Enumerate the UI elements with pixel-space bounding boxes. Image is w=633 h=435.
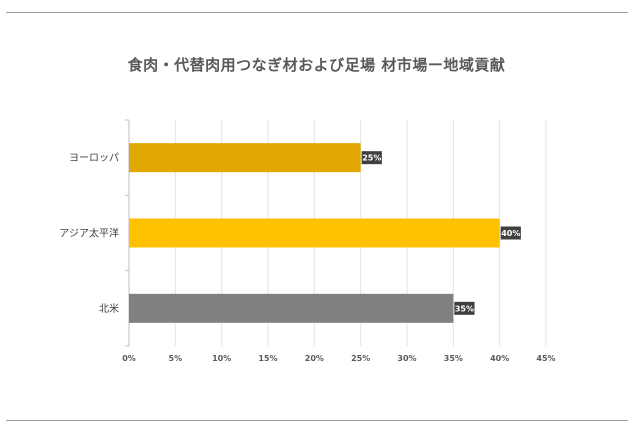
top-divider: [6, 12, 628, 13]
bar-3: [129, 293, 454, 323]
data-label: 25%: [361, 151, 382, 165]
data-label-box: [500, 226, 521, 240]
x-tick-label: 45%: [536, 354, 555, 363]
category-label: 北米: [99, 302, 119, 315]
bar-1: [129, 143, 361, 173]
x-tick-label: 40%: [490, 354, 509, 363]
x-tick-label: 15%: [258, 354, 277, 363]
x-tick-label: 10%: [212, 354, 231, 363]
bottom-divider: [6, 420, 628, 421]
x-tick-label: 30%: [397, 354, 416, 363]
data-label: 40%: [500, 226, 521, 240]
x-tick-label: 35%: [444, 354, 463, 363]
y-axis: [125, 119, 130, 347]
chart-title: 食肉・代替肉用つなぎ材および足場 材市場ー地域貢献: [127, 56, 506, 74]
data-label-text: 25%: [362, 154, 381, 163]
data-labels: 25% 40% 35%: [361, 151, 521, 315]
x-tick-label: 20%: [305, 354, 324, 363]
data-label-text: 35%: [455, 304, 474, 313]
data-label: 35%: [454, 301, 475, 315]
x-tick-labels: 0% 5% 10% 15% 20% 25% 30% 35% 40% 45%: [122, 354, 555, 363]
x-tick-label: 0%: [122, 354, 136, 363]
bars: [129, 143, 500, 323]
x-tick-label: 25%: [351, 354, 370, 363]
data-label-box: [361, 151, 382, 165]
category-label: アジア太平洋: [59, 227, 119, 240]
category-label: ヨーロッパ: [69, 152, 119, 164]
data-label-box: [454, 301, 475, 315]
bar-2: [129, 218, 500, 248]
x-tick-label: 5%: [169, 354, 183, 363]
data-label-text: 40%: [501, 229, 520, 238]
